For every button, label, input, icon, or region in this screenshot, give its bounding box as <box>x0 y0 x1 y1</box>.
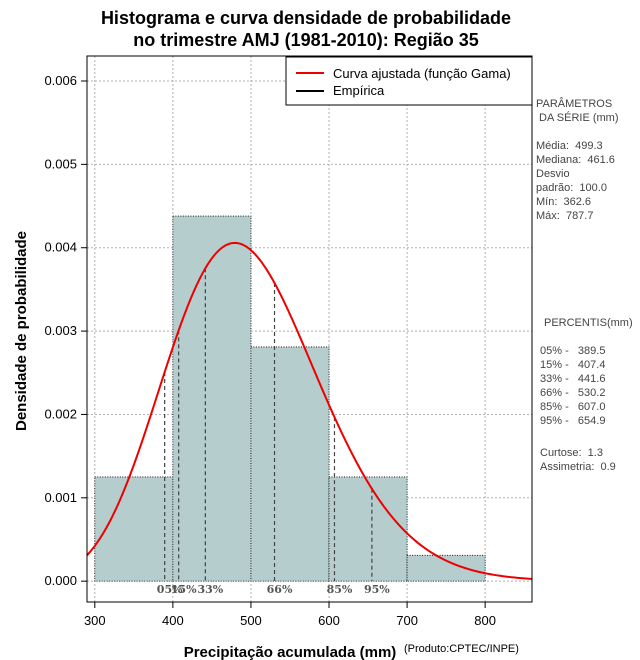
percentile-lines <box>164 268 373 582</box>
params-title: PARÂMETROS <box>536 97 612 110</box>
gamma-curve <box>86 241 533 580</box>
percentile-label-3: 66% <box>267 583 293 596</box>
percentile-label-2: 33% <box>197 583 223 596</box>
stat-curtose: Curtose: 1.3 <box>540 447 603 459</box>
y-tick-label-0: 0.000 <box>44 573 77 588</box>
percentile-label-1: 15% <box>171 583 197 596</box>
stat-mediana: Mediana: 461.6 <box>536 154 615 166</box>
percentile-label-0: 05% <box>157 583 183 596</box>
legend-label-curve: Curva ajustada (função Gama) <box>333 66 511 81</box>
histogram-bar-2 <box>250 346 330 582</box>
side-panel: PARÂMETROS DA SÉRIE (mm) Média: 499.3 Me… <box>536 97 633 473</box>
y-tick-label-2: 0.002 <box>44 406 77 421</box>
y-tick-label-6: 0.006 <box>44 73 77 88</box>
legend: Curva ajustada (função Gama) Empírica <box>285 56 533 106</box>
stat-assimetria: Assimetria: 0.9 <box>540 461 616 473</box>
x-tick-label-0: 300 <box>84 613 106 628</box>
y-tick-label-1: 0.001 <box>44 490 77 505</box>
y-tick-label-3: 0.003 <box>44 323 77 338</box>
x-tick-label-1: 400 <box>162 613 184 628</box>
percentile-labels: 05%15% 33% 66% 85% 95% <box>157 583 391 596</box>
chart-title-line-1: Histograma e curva densidade de probabil… <box>101 8 511 28</box>
histogram-bar-1 <box>172 215 252 582</box>
percentile-05: 05% - 389.5 <box>540 345 605 357</box>
y-tick-label-4: 0.004 <box>44 240 77 255</box>
x-axis-label: Precipitação acumulada (mm) <box>184 644 397 660</box>
x-tick-label-2: 500 <box>240 613 262 628</box>
percentile-95: 95% - 654.9 <box>540 415 605 427</box>
percentile-33: 33% - 441.6 <box>540 373 605 385</box>
credit-text: (Produto:CPTEC/INPE) <box>404 643 519 655</box>
percentile-66: 66% - 530.2 <box>540 387 605 399</box>
stat-padrao: padrão: 100.0 <box>536 182 607 194</box>
params-title-2: DA SÉRIE (mm) <box>536 111 619 124</box>
plot-frame <box>86 55 533 603</box>
gamma-curve-line <box>86 241 533 580</box>
percentis-title: PERCENTIS(mm) <box>544 317 633 329</box>
stat-max: Máx: 787.7 <box>536 210 593 222</box>
stat-min: Mín: 362.6 <box>536 196 591 208</box>
legend-label-empirical: Empírica <box>333 83 385 98</box>
x-axis: 300 400 500 600 700 800 <box>84 602 496 628</box>
percentile-label-4: 85% <box>327 583 353 596</box>
x-tick-label-5: 800 <box>474 613 496 628</box>
percentile-label-5: 95% <box>364 583 390 596</box>
chart-title-line-2: no trimestre AMJ (1981-2010): Região 35 <box>133 30 478 50</box>
x-tick-label-3: 600 <box>318 613 340 628</box>
histogram-bars <box>94 215 486 582</box>
stat-media: Média: 499.3 <box>536 140 603 152</box>
stat-desvio: Desvio <box>536 168 570 180</box>
y-tick-label-5: 0.005 <box>44 156 77 171</box>
y-axis: 0.000 0.001 0.002 0.003 0.004 0.005 0.006 <box>44 73 87 588</box>
histogram-bar-3 <box>328 476 408 582</box>
legend-box <box>285 56 533 106</box>
x-tick-label-4: 700 <box>396 613 418 628</box>
histogram-bar-4 <box>406 554 486 582</box>
percentile-85: 85% - 607.0 <box>540 401 605 413</box>
percentile-15: 15% - 407.4 <box>540 359 605 371</box>
y-axis-label: Densidade de probabilidade <box>13 231 30 431</box>
